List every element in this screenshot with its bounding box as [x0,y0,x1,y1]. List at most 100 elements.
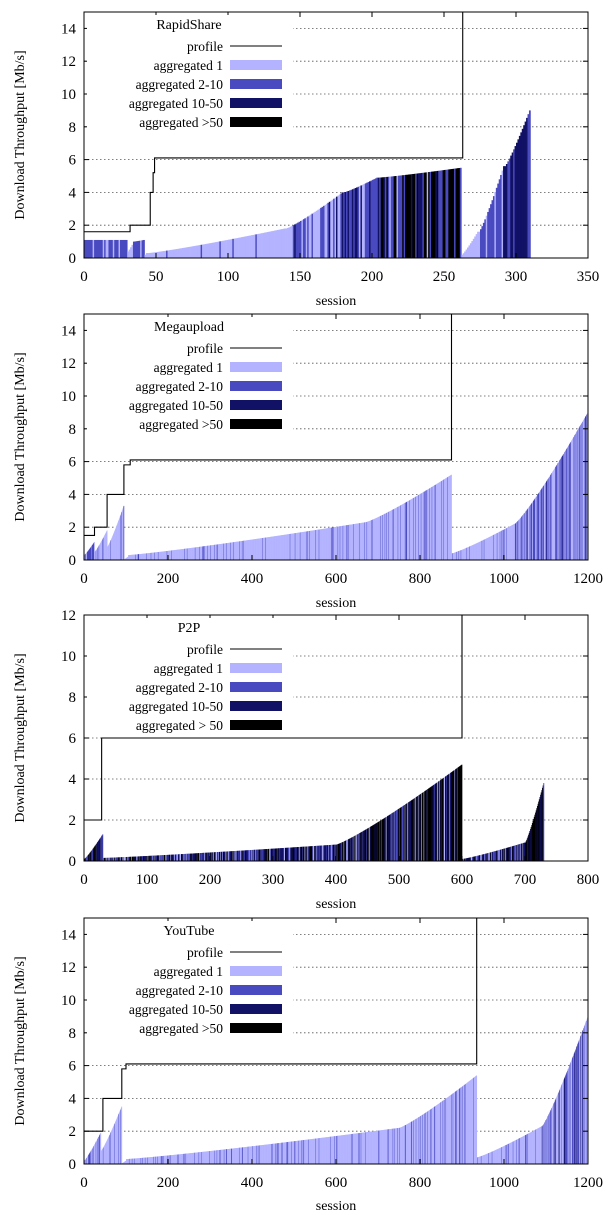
bar [471,545,473,560]
bar [568,1066,570,1164]
bar [209,545,210,560]
bar [482,854,484,861]
bar [268,1144,270,1164]
bar [152,552,154,560]
bar [487,852,489,861]
bar [441,480,443,560]
bar [221,1149,223,1164]
bar [568,445,570,560]
bar [274,848,276,861]
bar [499,849,501,861]
bar [341,842,343,861]
bar [156,855,158,861]
bar [101,1149,103,1164]
bar [232,542,234,560]
y-tick-label: 14 [61,21,77,37]
bar [341,192,344,258]
bar [352,1133,354,1164]
bar [202,1151,204,1164]
bar [398,1127,400,1164]
bar [152,1156,154,1164]
x-tick-label: 100 [136,872,159,888]
bar [335,526,337,560]
bar [110,540,112,560]
bar [436,1105,438,1164]
bar [134,1158,136,1164]
bar [138,240,141,258]
bar [254,849,256,861]
bar [537,1128,538,1164]
bar [118,1114,119,1164]
bar [213,1150,215,1164]
bar [157,552,159,560]
bar [472,1078,474,1164]
bar [293,1141,295,1164]
bar [496,850,498,861]
bar [295,1141,297,1164]
bar [384,1129,386,1164]
bar [238,1147,239,1164]
bar [153,855,155,861]
bar [498,1148,500,1164]
bar [583,419,585,560]
bar [414,496,416,560]
bar [330,844,332,861]
bar [142,553,144,560]
bar [305,846,307,861]
bar [490,1152,492,1164]
bar [399,505,401,560]
bar [271,536,273,560]
bar [426,789,428,861]
bar [395,810,397,861]
bar [350,524,352,560]
bar [133,554,135,560]
bar [360,185,363,258]
bar [557,1093,559,1164]
bar [92,848,94,861]
bar [180,549,181,560]
bar [477,855,479,861]
bar [474,544,476,560]
bar [211,545,213,560]
bar [382,1130,384,1164]
bar [125,239,128,258]
bar [494,851,496,861]
bar [180,854,182,861]
bar [122,857,124,861]
bar [447,774,449,861]
bar [183,548,184,560]
bar [391,1128,392,1164]
bar [351,1134,352,1164]
bar [202,546,204,560]
bar [493,851,495,861]
bar [484,539,486,560]
bar [182,854,184,861]
bar [480,541,481,560]
bar [255,538,257,560]
bar [173,249,176,258]
bar [115,528,116,560]
bar [140,856,142,861]
bar [225,543,227,560]
bar [185,1153,186,1164]
bar [472,545,474,560]
bar [327,845,329,861]
bar [171,249,174,258]
bar [546,480,548,560]
bar [451,1094,453,1164]
bar [252,1146,254,1164]
bar [395,1128,396,1164]
bar [438,482,439,560]
bar [483,539,485,560]
bar [102,538,104,560]
bar [109,239,112,258]
bar [177,1154,179,1164]
bar [285,847,287,861]
bar [369,520,370,560]
bar [256,538,258,560]
bar [376,1130,378,1164]
bar [455,769,457,861]
profile-line [84,615,463,821]
bar [242,236,245,258]
bar [199,1152,201,1164]
